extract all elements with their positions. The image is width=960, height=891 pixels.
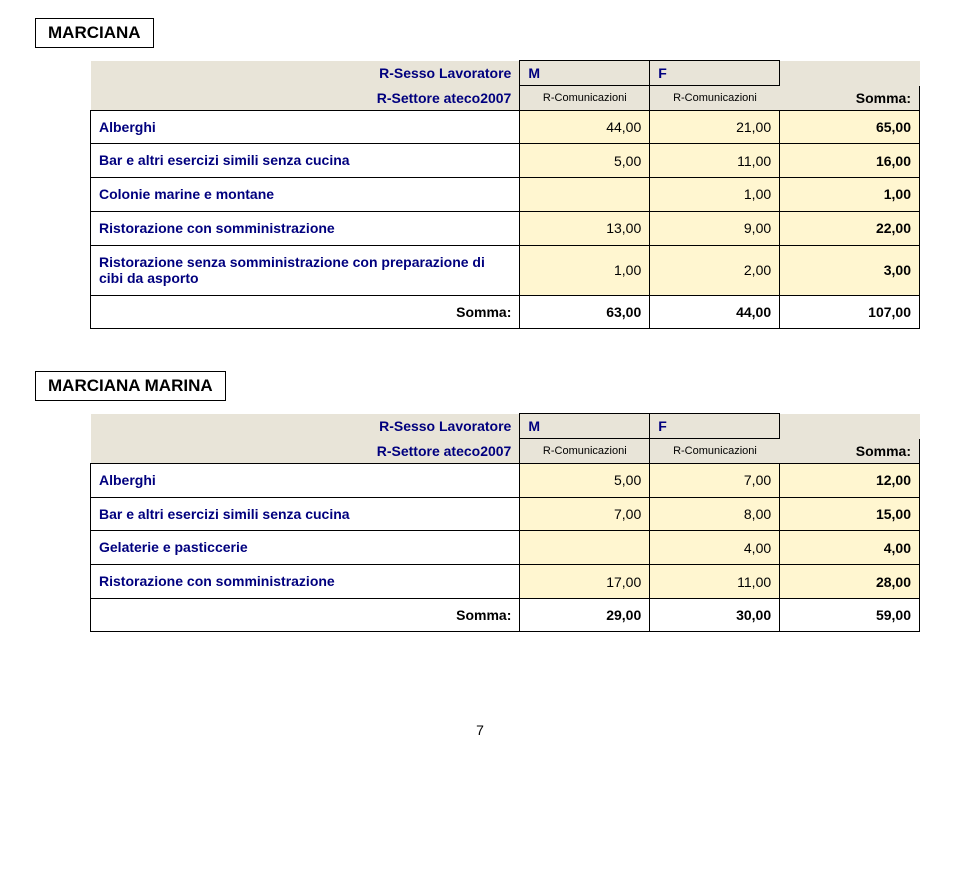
hdr-sector-label: R-Settore ateco2007 [91, 439, 520, 464]
hdr-col-m: M [520, 61, 650, 86]
row-total: 65,00 [780, 110, 920, 144]
row-total: 4,00 [780, 531, 920, 565]
totals-row: Somma:29,0030,0059,00 [91, 598, 920, 631]
data-table: R-Sesso LavoratoreMFR-Settore ateco2007R… [90, 413, 920, 632]
table-row: Gelaterie e pasticcerie 4,004,00 [91, 531, 920, 565]
totals-row: Somma:63,0044,00107,00 [91, 296, 920, 329]
section-title: MARCIANA [35, 18, 154, 48]
row-label: Alberghi [91, 110, 520, 144]
totals-f: 30,00 [650, 598, 780, 631]
table-row: Alberghi44,0021,0065,00 [91, 110, 920, 144]
row-label: Ristorazione con somministrazione [91, 211, 520, 245]
hdr-col-m: M [520, 414, 650, 439]
row-total: 1,00 [780, 178, 920, 212]
table-row: Alberghi5,007,0012,00 [91, 463, 920, 497]
row-label: Bar e altri esercizi simili senza cucina [91, 497, 520, 531]
hdr-sub-m: R-Comunicazioni [520, 439, 650, 464]
row-val-f: 11,00 [650, 144, 780, 178]
section-title: MARCIANA MARINA [35, 371, 226, 401]
row-val-m: 17,00 [520, 565, 650, 599]
hdr-sector-label: R-Settore ateco2007 [91, 86, 520, 111]
table-row: Ristorazione con somministrazione17,0011… [91, 565, 920, 599]
row-label: Colonie marine e montane [91, 178, 520, 212]
row-val-f: 9,00 [650, 211, 780, 245]
row-total: 22,00 [780, 211, 920, 245]
table-row: Bar e altri esercizi simili senza cucina… [91, 144, 920, 178]
row-val-m: 7,00 [520, 497, 650, 531]
row-val-f: 11,00 [650, 565, 780, 599]
hdr-sub-f: R-Comunicazioni [650, 439, 780, 464]
row-val-m [520, 178, 650, 212]
totals-m: 63,00 [520, 296, 650, 329]
data-table: R-Sesso LavoratoreMFR-Settore ateco2007R… [90, 60, 920, 329]
hdr-blank [780, 414, 920, 439]
hdr-somma: Somma: [780, 439, 920, 464]
row-val-m [520, 531, 650, 565]
row-val-m: 44,00 [520, 110, 650, 144]
table-row: Bar e altri esercizi simili senza cucina… [91, 497, 920, 531]
row-val-f: 8,00 [650, 497, 780, 531]
header-row-1: R-Sesso LavoratoreMF [91, 414, 920, 439]
totals-t: 59,00 [780, 598, 920, 631]
row-label: Ristorazione senza somministrazione con … [91, 245, 520, 296]
row-total: 12,00 [780, 463, 920, 497]
totals-m: 29,00 [520, 598, 650, 631]
row-val-m: 5,00 [520, 144, 650, 178]
header-row-2: R-Settore ateco2007R-ComunicazioniR-Comu… [91, 439, 920, 464]
hdr-blank [780, 61, 920, 86]
hdr-somma: Somma: [780, 86, 920, 111]
row-label: Bar e altri esercizi simili senza cucina [91, 144, 520, 178]
row-label: Alberghi [91, 463, 520, 497]
row-val-f: 4,00 [650, 531, 780, 565]
row-val-f: 2,00 [650, 245, 780, 296]
totals-label: Somma: [91, 296, 520, 329]
header-row-2: R-Settore ateco2007R-ComunicazioniR-Comu… [91, 86, 920, 111]
hdr-col-f: F [650, 61, 780, 86]
row-val-m: 5,00 [520, 463, 650, 497]
totals-label: Somma: [91, 598, 520, 631]
row-total: 3,00 [780, 245, 920, 296]
hdr-sex-label: R-Sesso Lavoratore [91, 61, 520, 86]
row-val-m: 13,00 [520, 211, 650, 245]
totals-f: 44,00 [650, 296, 780, 329]
row-total: 15,00 [780, 497, 920, 531]
hdr-sub-m: R-Comunicazioni [520, 86, 650, 111]
table-row: Colonie marine e montane 1,001,00 [91, 178, 920, 212]
row-label: Gelaterie e pasticcerie [91, 531, 520, 565]
row-val-f: 1,00 [650, 178, 780, 212]
hdr-sex-label: R-Sesso Lavoratore [91, 414, 520, 439]
table-row: Ristorazione con somministrazione13,009,… [91, 211, 920, 245]
row-val-m: 1,00 [520, 245, 650, 296]
table-wrap: R-Sesso LavoratoreMFR-Settore ateco2007R… [90, 60, 925, 329]
page-number: 7 [35, 722, 925, 738]
row-val-f: 7,00 [650, 463, 780, 497]
table-wrap: R-Sesso LavoratoreMFR-Settore ateco2007R… [90, 413, 925, 632]
header-row-1: R-Sesso LavoratoreMF [91, 61, 920, 86]
totals-t: 107,00 [780, 296, 920, 329]
row-total: 28,00 [780, 565, 920, 599]
table-row: Ristorazione senza somministrazione con … [91, 245, 920, 296]
row-val-f: 21,00 [650, 110, 780, 144]
row-label: Ristorazione con somministrazione [91, 565, 520, 599]
row-total: 16,00 [780, 144, 920, 178]
hdr-col-f: F [650, 414, 780, 439]
hdr-sub-f: R-Comunicazioni [650, 86, 780, 111]
